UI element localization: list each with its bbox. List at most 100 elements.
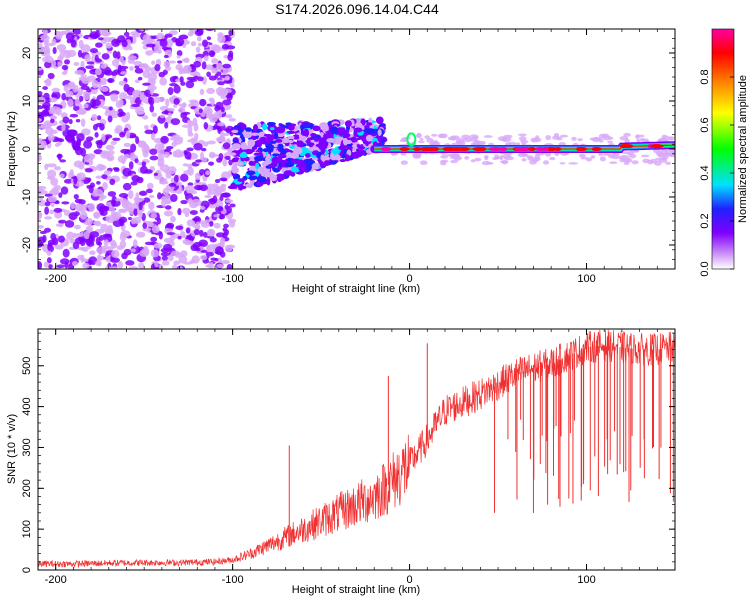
heatmap-cell xyxy=(227,185,238,190)
heatmap-cell xyxy=(96,247,106,255)
heatmap-cell xyxy=(131,103,141,108)
heatmap-cell xyxy=(499,154,504,161)
heatmap-cell xyxy=(100,86,109,92)
heatmap-cell xyxy=(38,152,41,162)
heatmap-cell xyxy=(70,39,77,48)
heatmap-cell xyxy=(96,140,103,149)
heatmap-cell xyxy=(619,136,629,141)
heatmap-cell xyxy=(342,132,351,138)
heatmap-cell xyxy=(89,182,96,189)
heatmap-cell xyxy=(153,242,163,249)
heatmap-cell xyxy=(139,93,145,101)
heatmap-cell xyxy=(215,232,226,238)
heatmap-cell xyxy=(100,77,108,83)
heatmap-cell xyxy=(134,158,139,164)
heatmap-cell xyxy=(399,147,410,151)
heatmap-cell xyxy=(284,161,295,168)
heatmap-cell xyxy=(228,117,237,122)
heatmap-cell xyxy=(655,157,664,161)
heatmap-cell xyxy=(76,133,85,142)
heatmap-cell xyxy=(229,83,235,88)
spec-ytick-label: -20 xyxy=(21,237,33,253)
heatmap-cell xyxy=(152,125,158,134)
heatmap-cell xyxy=(103,69,114,76)
heatmap-cell xyxy=(527,157,534,161)
heatmap-cell xyxy=(225,199,234,203)
heatmap-cell xyxy=(72,29,81,35)
heatmap-cell xyxy=(185,185,195,193)
heatmap-cell xyxy=(142,69,151,79)
heatmap-cell xyxy=(353,127,363,133)
heatmap-cell xyxy=(142,222,148,229)
heatmap-cell xyxy=(175,225,184,230)
heatmap-cell xyxy=(623,158,633,163)
heatmap-cell xyxy=(112,50,118,59)
heatmap-cell xyxy=(559,134,569,138)
heatmap-cell xyxy=(228,159,233,166)
heatmap-cell xyxy=(154,260,159,268)
heatmap-cell xyxy=(206,244,211,253)
heatmap-cell xyxy=(591,136,601,143)
heatmap-cell xyxy=(492,157,499,161)
heatmap-cell xyxy=(425,147,438,151)
heatmap-cell xyxy=(154,63,161,72)
heatmap-cell xyxy=(269,174,278,182)
heatmap-cell xyxy=(446,153,457,157)
heatmap-cell xyxy=(365,134,373,142)
heatmap-cell xyxy=(312,125,321,132)
heatmap-cell xyxy=(214,258,219,262)
heatmap-cell xyxy=(274,138,283,143)
heatmap-cell xyxy=(117,155,127,163)
heatmap-cell xyxy=(195,46,201,53)
heatmap-cell xyxy=(206,71,212,78)
heatmap-cell xyxy=(463,137,473,143)
heatmap-cell xyxy=(99,205,109,211)
heatmap-cell xyxy=(229,152,237,156)
heatmap-cell xyxy=(375,116,384,125)
heatmap-cell xyxy=(276,166,283,170)
heatmap-cell xyxy=(165,98,170,107)
heatmap-cell xyxy=(78,39,84,49)
heatmap-cell xyxy=(454,156,460,160)
heatmap-cell xyxy=(273,132,279,138)
heatmap-cell xyxy=(248,175,258,181)
heatmap-cell xyxy=(183,57,190,64)
heatmap-cell xyxy=(39,230,47,235)
heatmap-cell xyxy=(138,201,143,211)
heatmap-cell xyxy=(515,142,521,146)
heatmap-cell xyxy=(193,75,199,80)
heatmap-cell xyxy=(55,107,62,116)
heatmap-cell xyxy=(224,75,230,81)
colorbar-tick-label: 0.2 xyxy=(699,213,711,228)
heatmap-cell xyxy=(96,254,102,263)
heatmap-cell xyxy=(134,68,144,74)
heatmap-cell xyxy=(51,187,59,196)
heatmap-cell xyxy=(141,161,147,168)
heatmap-cell xyxy=(107,78,113,83)
heatmap-cell xyxy=(89,231,100,238)
heatmap-cell xyxy=(474,157,482,162)
heatmap-cell xyxy=(120,230,131,238)
heatmap-cell xyxy=(229,220,236,228)
heatmap-cell xyxy=(111,38,121,48)
heatmap-cell xyxy=(185,227,191,234)
heatmap-cell xyxy=(344,139,353,145)
heatmap-cell xyxy=(163,243,173,251)
heatmap-cell xyxy=(161,255,168,261)
heatmap-cell xyxy=(181,124,191,128)
heatmap-cell xyxy=(534,156,541,162)
heatmap-cell xyxy=(196,185,202,191)
heatmap-cell xyxy=(258,131,264,139)
heatmap-cell xyxy=(57,153,62,161)
heatmap-cell xyxy=(100,64,107,69)
heatmap-cell xyxy=(315,143,321,148)
heatmap-cell xyxy=(187,125,193,135)
heatmap-cell xyxy=(173,174,179,183)
heatmap-cell xyxy=(287,135,295,140)
heatmap-cell xyxy=(119,131,126,138)
heatmap-cell xyxy=(173,98,180,105)
heatmap-cell xyxy=(208,50,216,58)
spectrogram-ylabel: Frequency (Hz) xyxy=(6,111,18,187)
heatmap-cell xyxy=(45,78,52,87)
heatmap-cell xyxy=(180,199,188,205)
